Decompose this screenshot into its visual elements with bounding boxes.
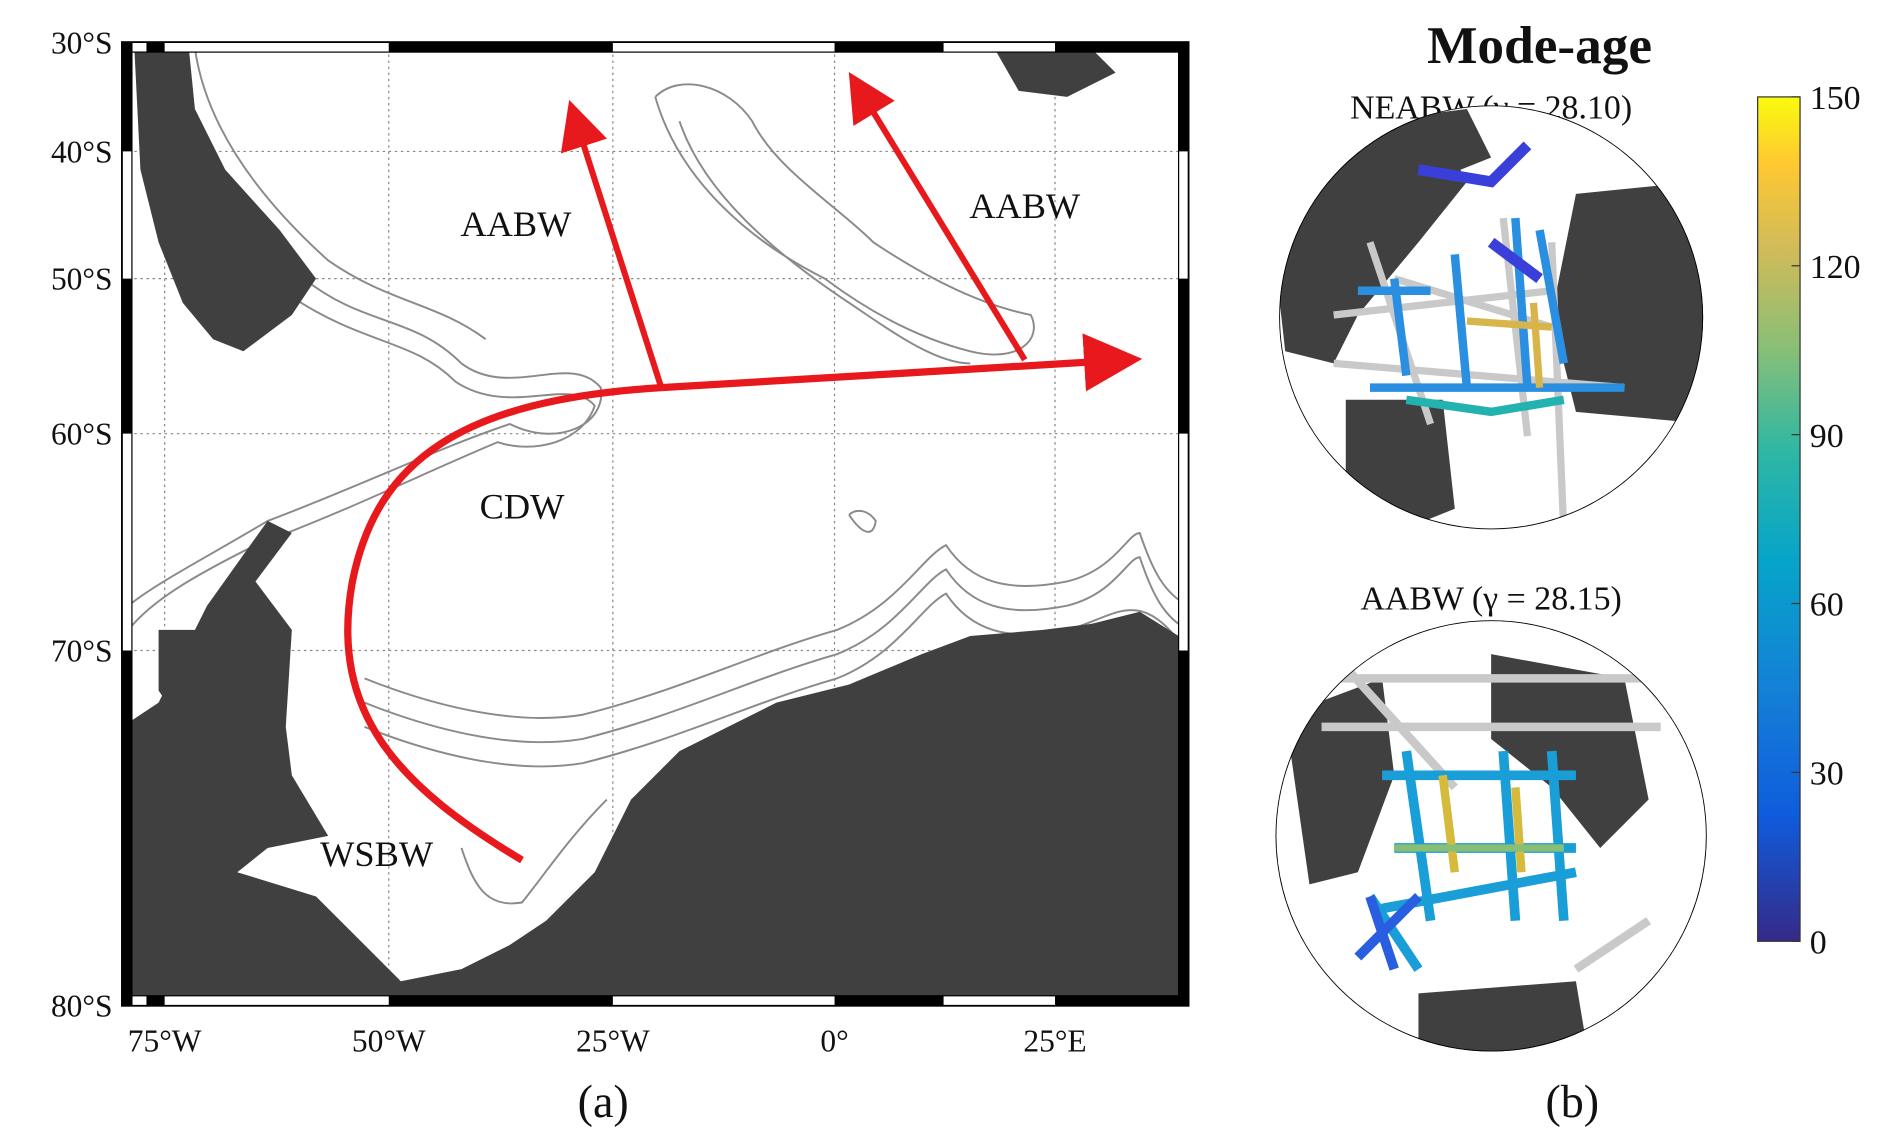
globe	[1279, 105, 1704, 530]
flow-arrows	[344, 72, 1143, 864]
colorbar-tick-label: 0	[1810, 924, 1827, 961]
lon-label: 75°W	[128, 1024, 202, 1059]
water-mass-label: WSBW	[320, 834, 434, 874]
lat-labels: 30°S 40°S 50°S 60°S 70°S 80°S	[51, 25, 113, 1023]
colorbar-tick-label: 60	[1810, 587, 1844, 624]
water-mass-label: AABW	[460, 204, 572, 244]
lat-label: 80°S	[51, 988, 113, 1023]
globe-title: AABW (γ = 28.15)	[1360, 580, 1621, 617]
water-mass-label: AABW	[969, 186, 1081, 226]
colorbar-tick-label: 120	[1810, 249, 1861, 286]
land	[122, 48, 1189, 1006]
lat-label: 70°S	[51, 633, 113, 668]
globe	[1275, 620, 1707, 1052]
map-panel-a	[122, 42, 1189, 1006]
colorbar-tick-label: 150	[1810, 80, 1861, 117]
lon-label: 25°W	[576, 1024, 650, 1059]
caption: (b)	[1545, 1076, 1599, 1127]
colorbar-ticks: 0 30 60 90 120 150	[1791, 80, 1861, 961]
map-frame	[121, 41, 1190, 1007]
water-mass-label: CDW	[480, 486, 565, 526]
colorbar-tick-label: 30	[1810, 756, 1844, 793]
lat-label: 60°S	[51, 417, 113, 452]
panel-title: Mode-age	[1427, 16, 1652, 75]
lat-label: 50°S	[51, 262, 113, 297]
lon-label: 25°E	[1023, 1024, 1086, 1059]
colorbar	[1757, 96, 1801, 942]
lat-label: 40°S	[51, 134, 113, 169]
lon-label: 0°	[820, 1024, 848, 1059]
colorbar-tick-label: 90	[1810, 418, 1844, 455]
caption: (a)	[578, 1076, 629, 1127]
lon-labels: 75°W 50°W 25°W 0° 25°E	[128, 1024, 1087, 1059]
lon-label: 50°W	[352, 1024, 426, 1059]
annotations: AABW AABW CDW WSBW	[320, 186, 1081, 874]
lat-label: 30°S	[51, 25, 113, 60]
